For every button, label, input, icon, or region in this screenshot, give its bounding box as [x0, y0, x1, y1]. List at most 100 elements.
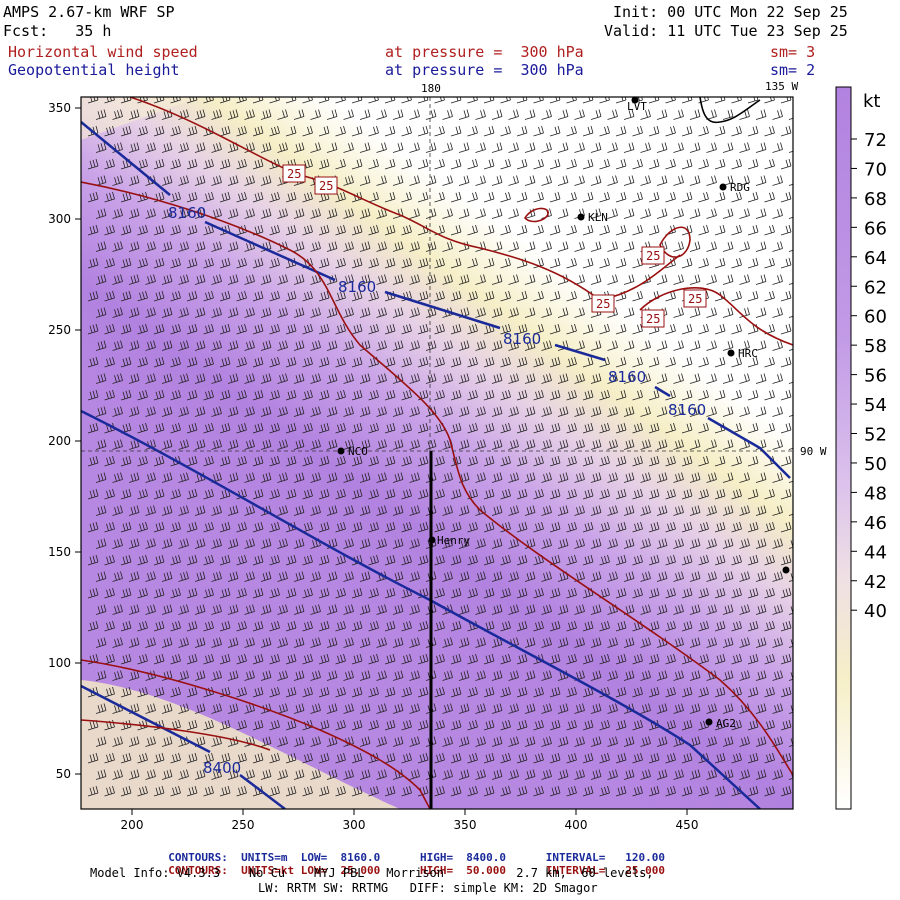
wind-barb	[359, 703, 371, 714]
wind-barb	[293, 241, 305, 252]
wind-barb	[582, 224, 594, 236]
wind-barb	[747, 785, 759, 797]
wind-barb	[764, 422, 775, 434]
wind-barb	[236, 323, 247, 335]
wind-barb	[739, 505, 750, 516]
wind-barb	[137, 554, 148, 566]
wind-barb	[104, 554, 115, 566]
wind-barb	[277, 538, 288, 549]
wind-barb	[409, 769, 420, 780]
wind-barb	[475, 307, 486, 318]
wind-barb	[566, 719, 577, 731]
footer-height-high: HIGH= 8400.0	[419, 851, 507, 864]
wind-barb	[302, 653, 313, 665]
wind-barb	[623, 604, 635, 615]
wind-barb	[623, 769, 635, 780]
wind-barb	[516, 224, 528, 236]
wind-barb	[648, 653, 660, 665]
wind-barb	[714, 323, 726, 335]
wind-barb	[120, 785, 132, 797]
wind-barb	[549, 785, 561, 797]
wind-barb	[582, 488, 594, 500]
wind-barb	[161, 604, 173, 615]
wind-barb	[673, 703, 684, 714]
wind-barb	[343, 109, 354, 120]
wind-barb	[236, 158, 247, 170]
wind-barb	[731, 257, 742, 269]
wind-barb	[277, 637, 288, 648]
wind-barb	[590, 109, 602, 120]
wind-barb	[755, 505, 767, 516]
height-label: 8160	[338, 278, 376, 296]
wind-barb	[128, 175, 140, 186]
wind-barb	[145, 538, 156, 549]
field2-name: Geopotential height	[8, 61, 180, 79]
wind-barb	[475, 439, 486, 450]
wind-barb	[516, 290, 528, 302]
wind-barb	[640, 208, 651, 219]
wind-barb	[170, 587, 181, 599]
wind-barb	[326, 274, 338, 285]
wind-barb	[128, 208, 140, 219]
wind-barb	[458, 142, 470, 153]
wind-barb	[780, 356, 792, 368]
wind-barb	[211, 769, 222, 780]
wind-barb	[359, 142, 371, 153]
wind-barb	[368, 158, 379, 170]
wind-barb	[417, 422, 429, 434]
wind-barb	[194, 406, 206, 417]
wind-barb	[409, 505, 420, 516]
wind-barb	[698, 587, 709, 599]
wind-barb	[409, 373, 420, 384]
wind-barb	[310, 307, 321, 318]
colorbar-unit: kt	[863, 91, 880, 112]
wind-barb	[640, 604, 651, 615]
wind-barb	[665, 587, 676, 599]
wind-barb	[582, 455, 594, 467]
wind-barb	[607, 571, 618, 582]
wind-barb	[491, 373, 503, 384]
wind-barb	[219, 97, 231, 104]
wind-barb	[739, 241, 750, 252]
wind-barb	[269, 389, 280, 401]
wind-barb	[128, 538, 140, 549]
wind-barb	[780, 455, 792, 467]
wind-barb	[384, 389, 396, 401]
wind-barb	[434, 488, 445, 500]
wind-barb	[434, 719, 445, 731]
wind-barb	[302, 356, 313, 368]
wind-barb	[772, 769, 783, 780]
wind-barb	[590, 736, 602, 747]
wind-barb	[590, 241, 602, 252]
wind-barb	[401, 554, 412, 566]
wind-barb	[95, 109, 107, 120]
wind-barb	[541, 175, 552, 186]
wind-barb	[533, 455, 544, 467]
wind-barb	[615, 752, 627, 764]
wind-barb	[442, 307, 453, 318]
wind-barb	[500, 488, 511, 500]
station-marker	[719, 183, 727, 191]
wind-barb	[318, 356, 330, 368]
wind-barb	[508, 373, 519, 384]
wind-barb	[772, 241, 783, 252]
wind-barb	[442, 604, 453, 615]
wind-barb	[599, 521, 610, 533]
wind-barb	[524, 472, 536, 483]
speed-contour-south	[81, 659, 431, 809]
wind-barb	[500, 323, 511, 335]
wind-barb	[384, 587, 396, 599]
wind-barb	[442, 769, 453, 780]
wind-barb	[194, 670, 206, 681]
wind-barb	[260, 340, 272, 351]
wind-barb	[425, 241, 437, 252]
wind-barb	[425, 175, 437, 186]
wind-barb	[500, 125, 511, 137]
wind-barb	[722, 736, 734, 747]
wind-barb	[780, 587, 792, 599]
wind-barb	[178, 670, 189, 681]
wind-barb	[681, 620, 693, 632]
wind-barb	[772, 703, 783, 714]
wind-barb	[161, 208, 173, 219]
wind-barb	[442, 274, 453, 285]
